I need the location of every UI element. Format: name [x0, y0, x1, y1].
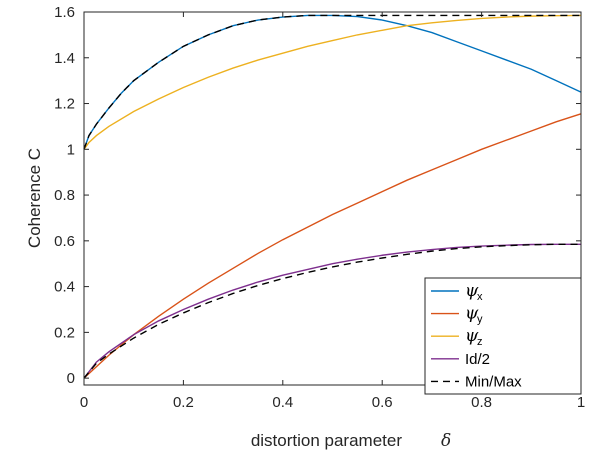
- legend-label: Id/2: [465, 351, 490, 368]
- y-tick-label: 0: [67, 370, 75, 387]
- x-tick-label: 0.6: [372, 394, 393, 411]
- x-tick-label: 0.2: [173, 394, 194, 411]
- legend-label: Min/Max: [465, 373, 522, 390]
- x-tick-label: 1: [577, 394, 585, 411]
- x-tick-label: 0.8: [471, 394, 492, 411]
- y-tick-label: 0.2: [54, 324, 75, 341]
- y-tick-label: 0.6: [54, 233, 75, 250]
- y-tick-label: 0.4: [54, 279, 75, 296]
- legend-subscript: z: [477, 336, 483, 348]
- y-tick-label: 0.8: [54, 187, 75, 204]
- axes-box: [83, 11, 582, 386]
- y-axis-label: Coherence C: [25, 148, 44, 248]
- series-line-id-2: [83, 243, 581, 379]
- tick-layer: 0 0.2 0.4 0.6 0.8 1 0 0.2 0.4 0.6 0.8 1 1.2 1.4 1.6: [54, 4, 585, 411]
- legend-label: ψ: [465, 326, 479, 346]
- x-axis-label: distortion parameter: [251, 431, 403, 450]
- legend-subscript: y: [477, 314, 483, 326]
- legend-label: ψ: [465, 281, 479, 301]
- legend-label: ψ: [465, 304, 479, 324]
- series-line-upper-bound: [83, 14, 581, 150]
- series-line-psi-z: [83, 14, 582, 150]
- y-tick-label: 1.2: [54, 96, 75, 113]
- x-tick-label: 0.4: [272, 394, 293, 411]
- x-axis-symbol: δ: [441, 431, 451, 451]
- y-tick-label: 1.6: [54, 4, 75, 21]
- x-tick-label: 0: [80, 394, 88, 411]
- series-layer: [83, 14, 582, 379]
- legend-subscript: x: [477, 291, 483, 303]
- series-line-psi-y: [83, 113, 582, 379]
- series-line-min-max: [83, 243, 581, 379]
- y-tick-label: 1.4: [54, 50, 75, 67]
- y-tick-label: 1: [67, 141, 75, 158]
